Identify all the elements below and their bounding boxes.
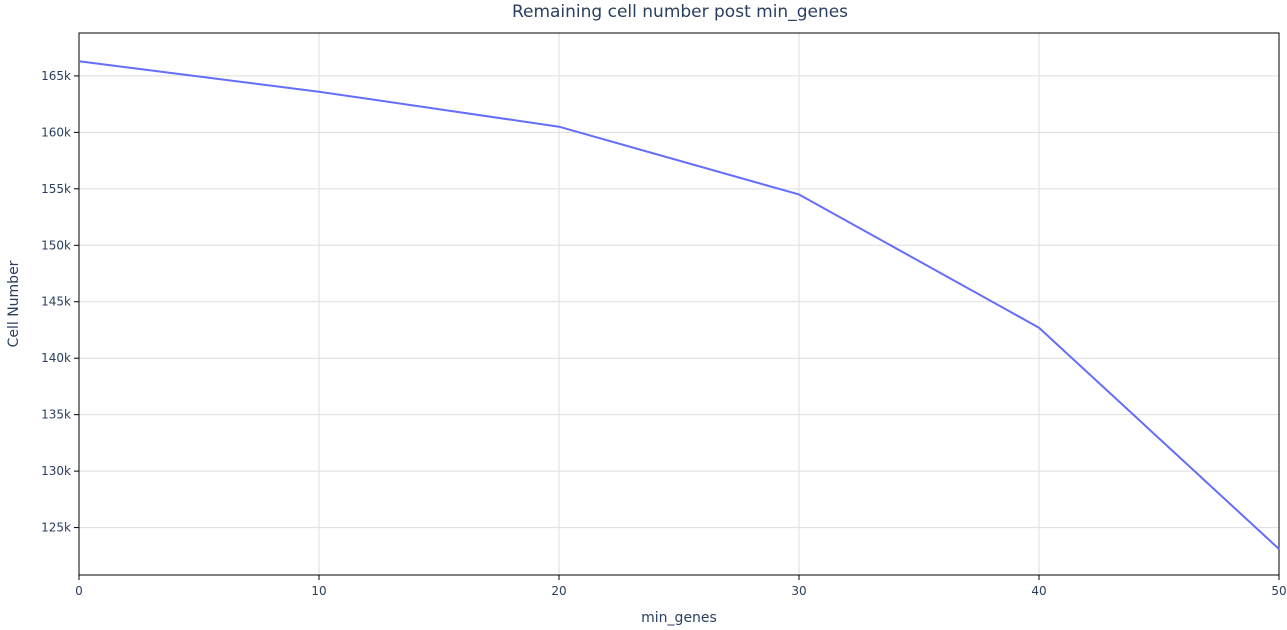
x-tick-label: 50 (1271, 584, 1286, 598)
y-tick-label: 155k (41, 182, 71, 196)
y-tick-label: 140k (41, 351, 71, 365)
series-line (78, 60, 1280, 550)
y-tick-label: 135k (41, 408, 71, 422)
grid (79, 33, 1279, 575)
x-tick-label: 40 (1031, 584, 1046, 598)
chart-title: Remaining cell number post min_genes (512, 2, 848, 22)
x-tick-label: 0 (75, 584, 83, 598)
y-tick-label: 125k (41, 521, 71, 535)
plot-frame (78, 32, 1280, 576)
x-tick-label: 20 (551, 584, 566, 598)
y-axis-label: Cell Number (6, 260, 22, 347)
x-tick-label: 10 (311, 584, 326, 598)
x-tick-labels: 0 10 20 30 40 50 (75, 575, 1287, 598)
y-tick-label: 165k (41, 69, 71, 83)
y-tick-label: 150k (41, 238, 71, 252)
y-tick-labels: 125k 130k 135k 140k 145k 150k 155k 160k 165k (41, 69, 79, 535)
series (78, 60, 1280, 550)
x-tick-label: 30 (791, 584, 806, 598)
x-axis-label: min_genes (641, 610, 717, 626)
y-tick-label: 145k (41, 295, 71, 309)
y-tick-label: 130k (41, 464, 71, 478)
y-tick-label: 160k (41, 125, 71, 139)
